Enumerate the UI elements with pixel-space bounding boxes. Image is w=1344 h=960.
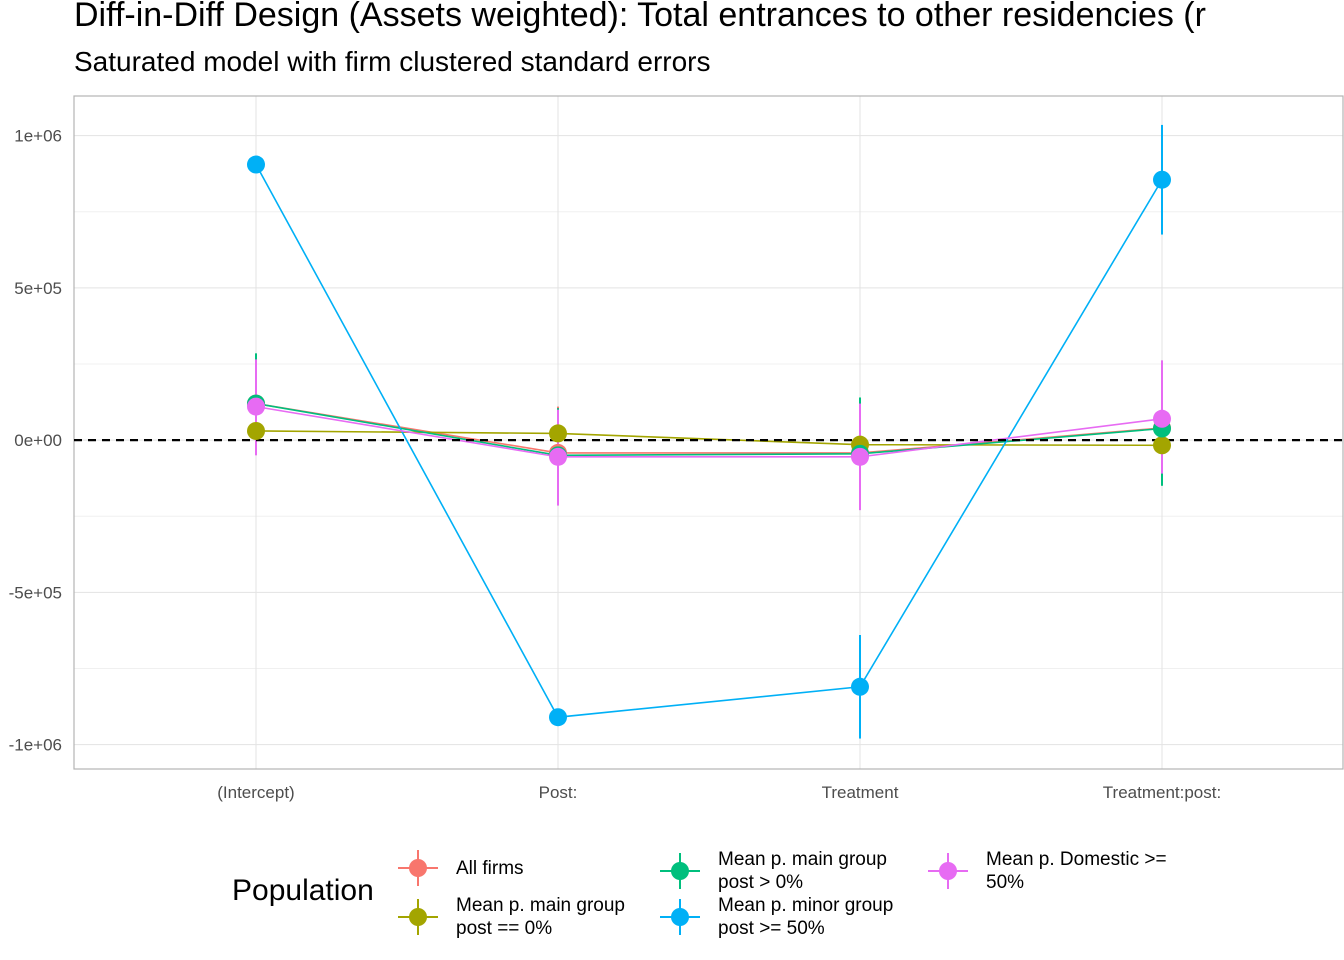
data-point (549, 424, 567, 443)
x-tick-label: Treatment:post: (1103, 783, 1221, 802)
legend-key (398, 899, 438, 935)
y-tick-label: -1e+06 (9, 736, 62, 755)
legend-item: Mean p. Domestic >= 50% (928, 848, 1167, 894)
x-tick-label: Treatment (822, 783, 899, 802)
legend-key (660, 853, 700, 889)
x-tick-label: (Intercept) (217, 783, 294, 802)
legend-label: All firms (456, 857, 524, 879)
legend-title: Population (232, 874, 374, 907)
data-point (247, 421, 265, 440)
legend-key (398, 850, 438, 886)
legend-item: Mean p. minor group post >= 50% (660, 894, 893, 940)
data-point (549, 708, 567, 727)
chart-title: Diff-in-Diff Design (Assets weighted): T… (74, 0, 1206, 34)
legend-item: Mean p. main group post == 0% (398, 894, 625, 940)
legend-item: All firms (398, 848, 524, 888)
x-tick-label: Post: (539, 783, 578, 802)
data-point (851, 447, 869, 466)
y-tick-label: -5e+05 (9, 583, 62, 602)
legend-item: Mean p. main group post > 0% (660, 848, 887, 894)
data-point (1153, 436, 1171, 455)
data-point (851, 677, 869, 696)
panel-border (73, 95, 1344, 770)
data-point (247, 155, 265, 174)
data-point (1153, 409, 1171, 428)
data-point (1153, 170, 1171, 189)
series-line (255, 405, 1163, 458)
series-line (255, 430, 1163, 447)
legend-label: Mean p. main group post == 0% (456, 895, 625, 939)
data-point (549, 447, 567, 466)
legend-key (928, 853, 968, 889)
legend-label: Mean p. Domestic >= 50% (986, 849, 1167, 893)
legend-key (660, 899, 700, 935)
legend-label: Mean p. minor group post >= 50% (718, 895, 894, 939)
y-tick-label: 5e+05 (14, 279, 62, 298)
series-line (255, 164, 1163, 719)
chart-subtitle: Saturated model with firm clustered stan… (74, 46, 711, 77)
y-tick-label: 1e+06 (14, 127, 62, 146)
data-point (247, 397, 265, 416)
y-tick-label: 0e+00 (14, 431, 62, 450)
series-line (255, 402, 1163, 457)
legend-label: Mean p. main group post > 0% (718, 849, 887, 893)
